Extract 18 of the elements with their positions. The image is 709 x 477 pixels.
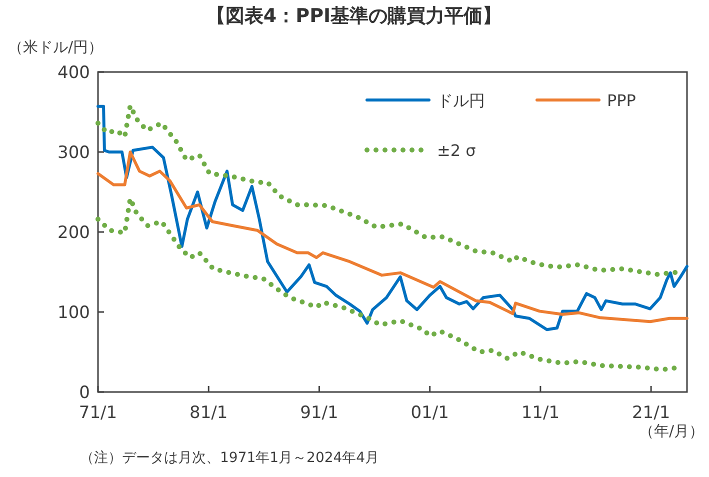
y-axis-title: （米ドル/円）: [8, 38, 104, 56]
legend-label: ±2 σ: [437, 141, 476, 160]
x-tick-label: 81/1: [190, 403, 228, 423]
chart-title: 【図表4：PPI基準の購買力平価】: [206, 5, 502, 27]
x-tick-label: 21/1: [632, 403, 670, 423]
legend-label: PPP: [607, 91, 636, 110]
y-tick-label: 200: [58, 223, 90, 243]
legend-label: ドル円: [437, 91, 485, 110]
x-tick-label: 91/1: [300, 403, 338, 423]
y-tick-label: 0: [79, 383, 90, 403]
text: （注）データは月次、1971年1月～2024年4月: [80, 450, 380, 466]
x-tick-label: 71/1: [78, 403, 118, 423]
y-tick-label: 400: [58, 63, 90, 83]
x-axis-title: （年/月）: [638, 422, 704, 440]
y-tick-label: 300: [58, 143, 90, 163]
y-tick-label: 100: [58, 303, 90, 323]
x-tick-label: 11/1: [521, 403, 560, 423]
x-tick-label: 01/1: [410, 403, 449, 423]
